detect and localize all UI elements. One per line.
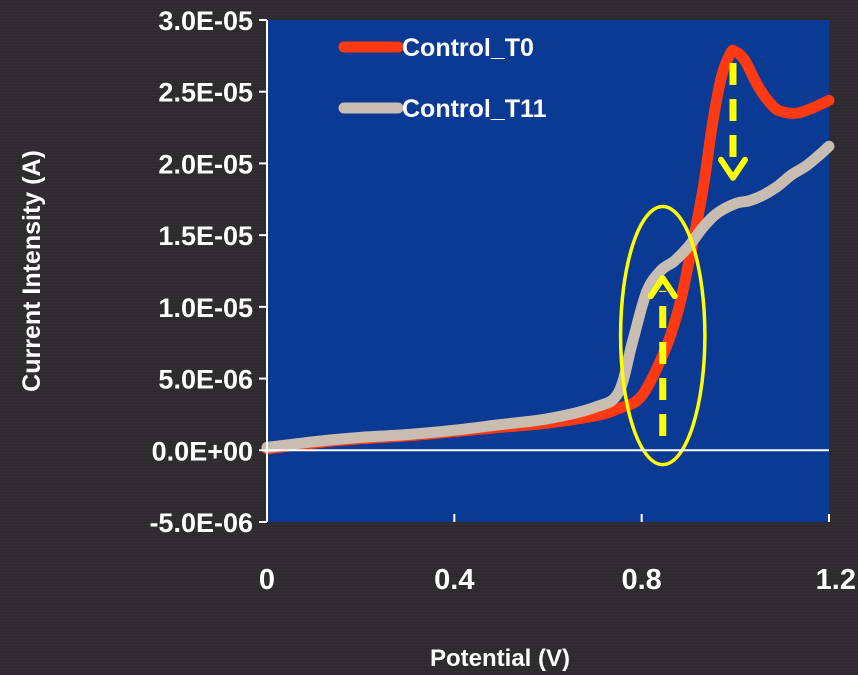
plot-area: [267, 20, 829, 522]
y-tick-label: -5.0E-06: [149, 508, 253, 538]
y-tick-label: 1.5E-05: [158, 221, 253, 251]
y-tick-label: 2.0E-05: [158, 149, 253, 179]
x-tick-label: 0.4: [434, 564, 474, 596]
y-tick-label: 1.0E-05: [158, 293, 253, 323]
legend-label-0: Control_T0: [402, 34, 534, 62]
legend-label-1: Control_T11: [402, 95, 547, 123]
legend: Control_T0 Control_T11: [338, 34, 547, 123]
axes-layer: -5.0E-06 0.0E+00 5.0E-06 1.0E-05 1.5E-05 2.0E…: [149, 6, 856, 596]
annotation-layer: [618, 63, 748, 467]
highlight-ellipse: [618, 204, 707, 467]
x-axis-label: Potential (V): [430, 645, 570, 672]
x-tick-label: 1.2: [816, 564, 856, 596]
y-axis-label: Current Intensity (A): [18, 150, 46, 392]
y-tick-label: 5.0E-06: [158, 365, 253, 395]
dashed-arrow-head-1: [647, 275, 678, 300]
y-tick-label: 2.5E-05: [158, 78, 253, 108]
x-tick-label: 0.8: [622, 564, 662, 596]
series-line-1: [261, 140, 835, 453]
y-tick-label: 3.0E-05: [158, 6, 253, 36]
x-tick-label: 0: [259, 564, 275, 596]
dashed-arrow-head-2: [717, 156, 748, 181]
series-layer: [261, 44, 835, 455]
y-tick-label: 0.0E+00: [152, 436, 253, 466]
